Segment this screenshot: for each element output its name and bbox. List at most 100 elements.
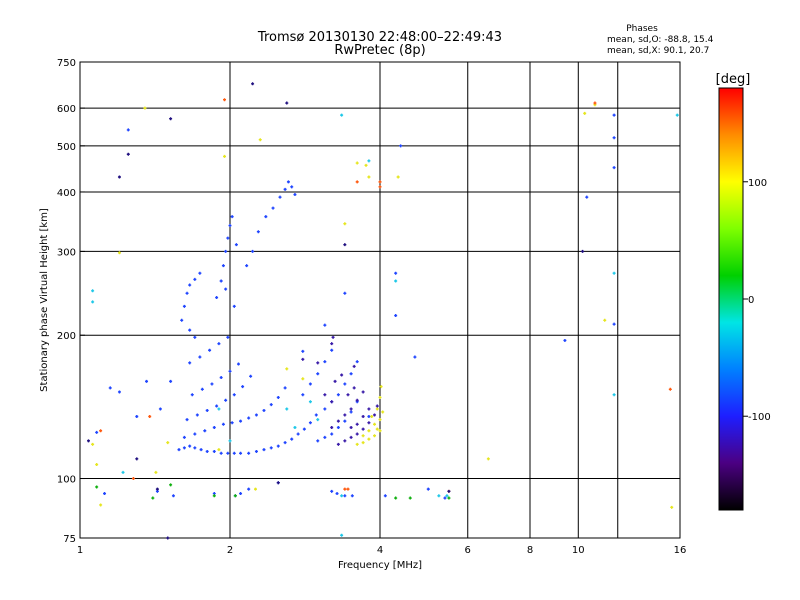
data-point [169, 379, 173, 383]
data-point [381, 410, 385, 414]
chart-subtitle: RwPretec (8p) [334, 43, 425, 58]
data-point [151, 496, 155, 500]
data-point [293, 193, 297, 197]
data-point [301, 377, 305, 381]
data-point [349, 410, 353, 414]
data-point [195, 413, 199, 417]
data-point [426, 487, 430, 491]
data-point [169, 483, 173, 487]
data-point [117, 390, 121, 394]
x-tick-label: 16 [674, 545, 687, 556]
data-point [331, 335, 335, 339]
data-point [349, 435, 353, 439]
data-point [316, 361, 320, 365]
data-point [135, 414, 139, 418]
data-point [308, 421, 312, 425]
data-point [95, 430, 99, 434]
data-point [212, 449, 216, 453]
data-point [378, 180, 382, 184]
data-point [258, 138, 262, 142]
legend-line-o: mean, sd,O: -88.8, 15.4 [607, 35, 714, 45]
data-point [375, 407, 379, 411]
data-point [336, 419, 340, 423]
data-point [343, 291, 347, 295]
data-point [188, 444, 192, 448]
data-point [226, 451, 230, 455]
data-point [343, 494, 347, 498]
y-tick-label: 200 [57, 331, 76, 342]
data-point [379, 385, 383, 389]
data-point [323, 435, 327, 439]
data-point [219, 451, 223, 455]
data-point [316, 439, 320, 443]
x-axis-ticks: 1 2 4 6 8 10 16 [77, 545, 687, 556]
data-point [283, 441, 287, 445]
data-point [185, 418, 189, 422]
data-point [394, 496, 398, 500]
data-point [219, 376, 223, 380]
data-point [226, 335, 230, 339]
data-point [239, 492, 243, 496]
data-point [256, 230, 260, 234]
data-point [378, 185, 382, 189]
data-point [219, 279, 223, 283]
data-point [254, 449, 258, 453]
data-point [239, 451, 243, 455]
data-point [283, 187, 287, 191]
data-point [193, 446, 197, 450]
data-point [355, 442, 359, 446]
data-point [155, 487, 159, 491]
data-point [217, 407, 221, 411]
colorbar-label: [deg] [716, 72, 751, 87]
data-point [95, 485, 99, 489]
data-point [373, 434, 377, 438]
x-tick-label: 8 [527, 545, 533, 556]
x-tick-label: 2 [227, 545, 233, 556]
data-point [373, 413, 377, 417]
data-point [91, 300, 95, 304]
data-point [370, 414, 374, 418]
data-point [323, 360, 327, 364]
data-point [396, 175, 400, 179]
data-point [585, 195, 589, 199]
y-axis-ticks: 75 100 200 300 400 500 600 750 [57, 58, 85, 545]
data-point [340, 494, 344, 498]
data-point [228, 369, 232, 373]
data-point [675, 113, 679, 117]
data-point [314, 413, 318, 417]
data-point [343, 419, 347, 423]
data-point [251, 82, 255, 86]
data-point [198, 355, 202, 359]
data-point [346, 393, 350, 397]
data-point [182, 435, 186, 439]
data-point [394, 314, 398, 318]
colorbar: [deg] 100 0 -100 [716, 72, 771, 511]
data-point [276, 395, 280, 399]
data-point [154, 470, 158, 474]
data-point [199, 448, 203, 452]
data-point [215, 296, 219, 300]
data-point [239, 419, 243, 423]
data-point [445, 494, 449, 498]
data-point [135, 457, 139, 461]
y-tick-label: 75 [63, 534, 76, 545]
data-point [91, 442, 95, 446]
data-point [182, 446, 186, 450]
data-point [581, 249, 585, 253]
data-point [126, 128, 130, 132]
data-point [343, 413, 347, 417]
data-point [236, 362, 240, 366]
data-point [330, 432, 334, 436]
data-point [262, 448, 266, 452]
data-point [91, 289, 95, 293]
data-point [350, 494, 354, 498]
data-point [185, 291, 189, 295]
data-point [262, 408, 266, 412]
data-point [285, 101, 289, 105]
data-point [234, 243, 238, 247]
data-point [361, 390, 365, 394]
data-point [336, 442, 340, 446]
data-point [612, 166, 616, 170]
data-point [228, 439, 232, 443]
data-point [583, 111, 587, 115]
